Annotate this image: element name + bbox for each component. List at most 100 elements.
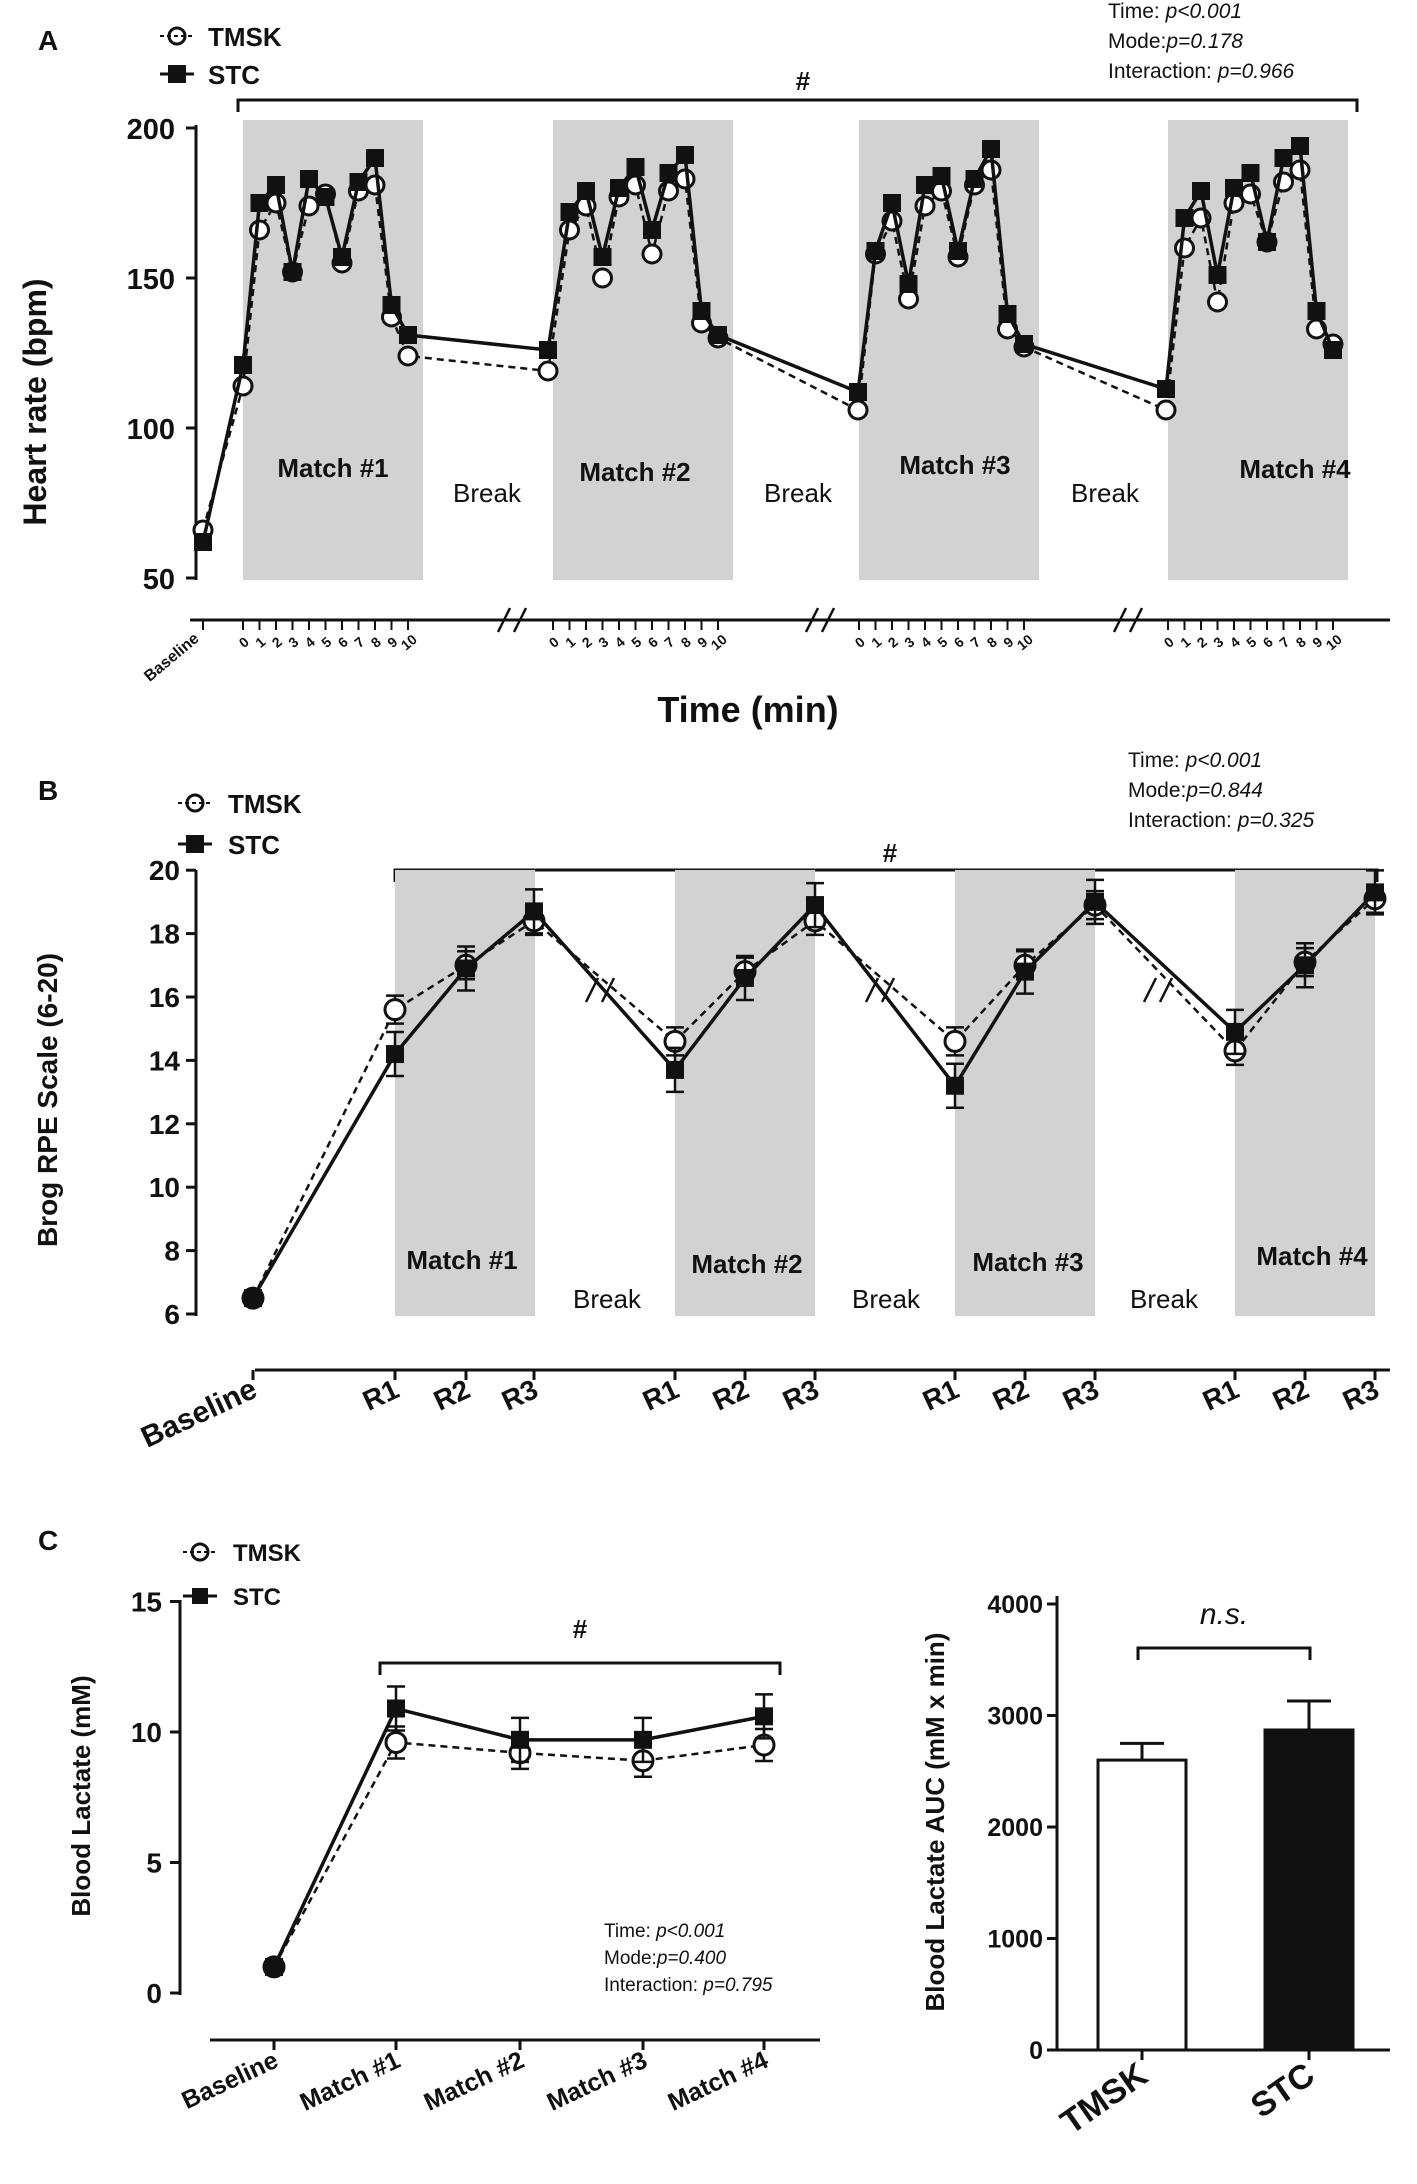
- stc-point: [382, 296, 401, 314]
- x-tick-label-c: Match #4: [664, 2046, 773, 2117]
- y-tick-label-c: 0: [146, 1978, 162, 2009]
- y-tick-label-auc: 4000: [987, 1591, 1043, 1619]
- y-tick-label-a: 200: [127, 114, 175, 146]
- y-tick-label-c: 10: [131, 1717, 162, 1748]
- tmsk-point: [1289, 159, 1311, 181]
- panel-label-b: B: [38, 775, 58, 806]
- x-tick-label-minute: 1: [252, 633, 268, 650]
- x-tick-label-minute: 3: [1210, 633, 1226, 650]
- break-label: Break: [1130, 1284, 1199, 1314]
- stc-point: [399, 326, 417, 344]
- x-tick-label-minute: 7: [1276, 633, 1292, 650]
- stc-point: [265, 1957, 283, 1976]
- stc-point: [1324, 341, 1342, 359]
- x-tick-label-b: R3: [778, 1373, 824, 1416]
- lactate-panel: C TMSK STC Time: p<0.001 Mode:p=0.400 In…: [38, 1525, 1390, 2142]
- x-tick-label-auc: TMSK: [1054, 2055, 1155, 2142]
- tmsk-point: [537, 360, 559, 382]
- stc-point: [1307, 302, 1326, 320]
- tmsk-point: [1207, 291, 1228, 313]
- significance-marker-c: #: [573, 1614, 588, 1644]
- y-tick-label-b: 10: [149, 1172, 180, 1203]
- tmsk-point: [847, 399, 869, 421]
- x-tick-label-b: Baseline: [136, 1372, 262, 1454]
- error-bar: [1287, 1699, 1331, 1730]
- stc-point: [676, 146, 694, 164]
- break-label: Break: [764, 478, 833, 508]
- tmsk-point: [384, 1730, 408, 1754]
- legend-tmsk-label: TMSK: [228, 789, 302, 819]
- x-tick-label-c: Baseline: [177, 2046, 282, 2115]
- x-tick-label-b: R1: [1198, 1373, 1244, 1416]
- tmsk-point: [559, 219, 580, 241]
- stc-point: [234, 356, 252, 374]
- stc-point: [643, 221, 661, 239]
- axis-break-mark: [1142, 977, 1174, 1003]
- x-tick-label-b: R2: [988, 1373, 1034, 1416]
- x-tick-label-minute: 4: [612, 633, 628, 650]
- legend-tmsk-label: TMSK: [233, 1540, 302, 1567]
- stc-point: [1225, 179, 1243, 197]
- tmsk-series-line: [272, 1741, 765, 1968]
- legend-stc-label: STC: [208, 60, 260, 90]
- x-tick-label-minute: 5: [934, 633, 950, 650]
- stc-point: [525, 902, 543, 921]
- stc-point: [998, 305, 1017, 323]
- stc-point: [333, 248, 351, 266]
- x-tick-label-minute: 3: [285, 633, 301, 650]
- stc-point: [1086, 892, 1104, 911]
- stc-point: [1226, 1022, 1244, 1041]
- stc-point: [250, 194, 269, 212]
- stc-point: [965, 170, 984, 188]
- y-tick-label-a: 100: [127, 414, 175, 446]
- stc-point: [1157, 380, 1175, 398]
- break-label: Break: [852, 1284, 921, 1314]
- x-tick-label-minute: 10: [1323, 631, 1345, 653]
- stc-point: [666, 1060, 684, 1079]
- x-tick-label-minute: 10: [1014, 631, 1036, 653]
- y-tick-label-b: 18: [149, 919, 180, 950]
- significance-bracket-a: [236, 98, 1359, 112]
- y-tick-label-b: 16: [149, 982, 180, 1013]
- x-tick-label-minute: 7: [661, 633, 677, 650]
- stc-point: [539, 341, 557, 359]
- x-tick-label-b: R3: [497, 1373, 543, 1416]
- x-tick-label-minute: 6: [951, 633, 967, 650]
- stc-point: [1291, 137, 1309, 155]
- significance-marker-b: #: [883, 838, 898, 868]
- x-tick-label-minute: 3: [595, 633, 611, 650]
- stc-point: [387, 1699, 405, 1718]
- stc-point: [755, 1707, 773, 1726]
- x-tick-label-minute: 6: [645, 633, 661, 650]
- stc-point: [267, 176, 285, 194]
- x-tick-label-minute: 10: [708, 631, 730, 653]
- x-tick-label-minute: 1: [868, 633, 884, 650]
- x-tick-label-minute: 6: [1260, 633, 1276, 650]
- tmsk-point: [943, 1029, 967, 1053]
- stats-mode: Mode:p=0.844: [1128, 779, 1263, 802]
- x-tick-label-b: R1: [638, 1373, 684, 1416]
- stc-point: [916, 176, 934, 194]
- x-tick-label-b: R2: [429, 1373, 475, 1416]
- stc-point: [1366, 883, 1384, 902]
- ns-annotation: n.s.: [1200, 1598, 1248, 1631]
- x-tick-label-minute: 1: [562, 633, 578, 650]
- stc-point: [866, 242, 885, 260]
- tmsk-point: [592, 267, 613, 289]
- x-tick-label-b: R3: [1338, 1373, 1384, 1416]
- x-tick-label-minute: 2: [885, 633, 901, 650]
- y-tick-label-auc: 0: [1029, 2037, 1043, 2065]
- stc-point: [946, 1076, 964, 1095]
- stc-point: [283, 263, 302, 281]
- match-shade: [955, 870, 1095, 1316]
- y-tick-label-b: 14: [149, 1045, 181, 1076]
- stc-point: [577, 182, 595, 200]
- x-tick-label-minute: 0: [546, 633, 562, 650]
- stc-bar: [1263, 1728, 1355, 2052]
- y-tick-label-b: 20: [149, 855, 180, 886]
- significance-marker-a: #: [796, 66, 811, 96]
- y-axis-title-b: Brog RPE Scale (6-20): [32, 953, 63, 1247]
- legend-stc-label: STC: [233, 1584, 281, 1611]
- y-tick-label-auc: 1000: [987, 1926, 1043, 1954]
